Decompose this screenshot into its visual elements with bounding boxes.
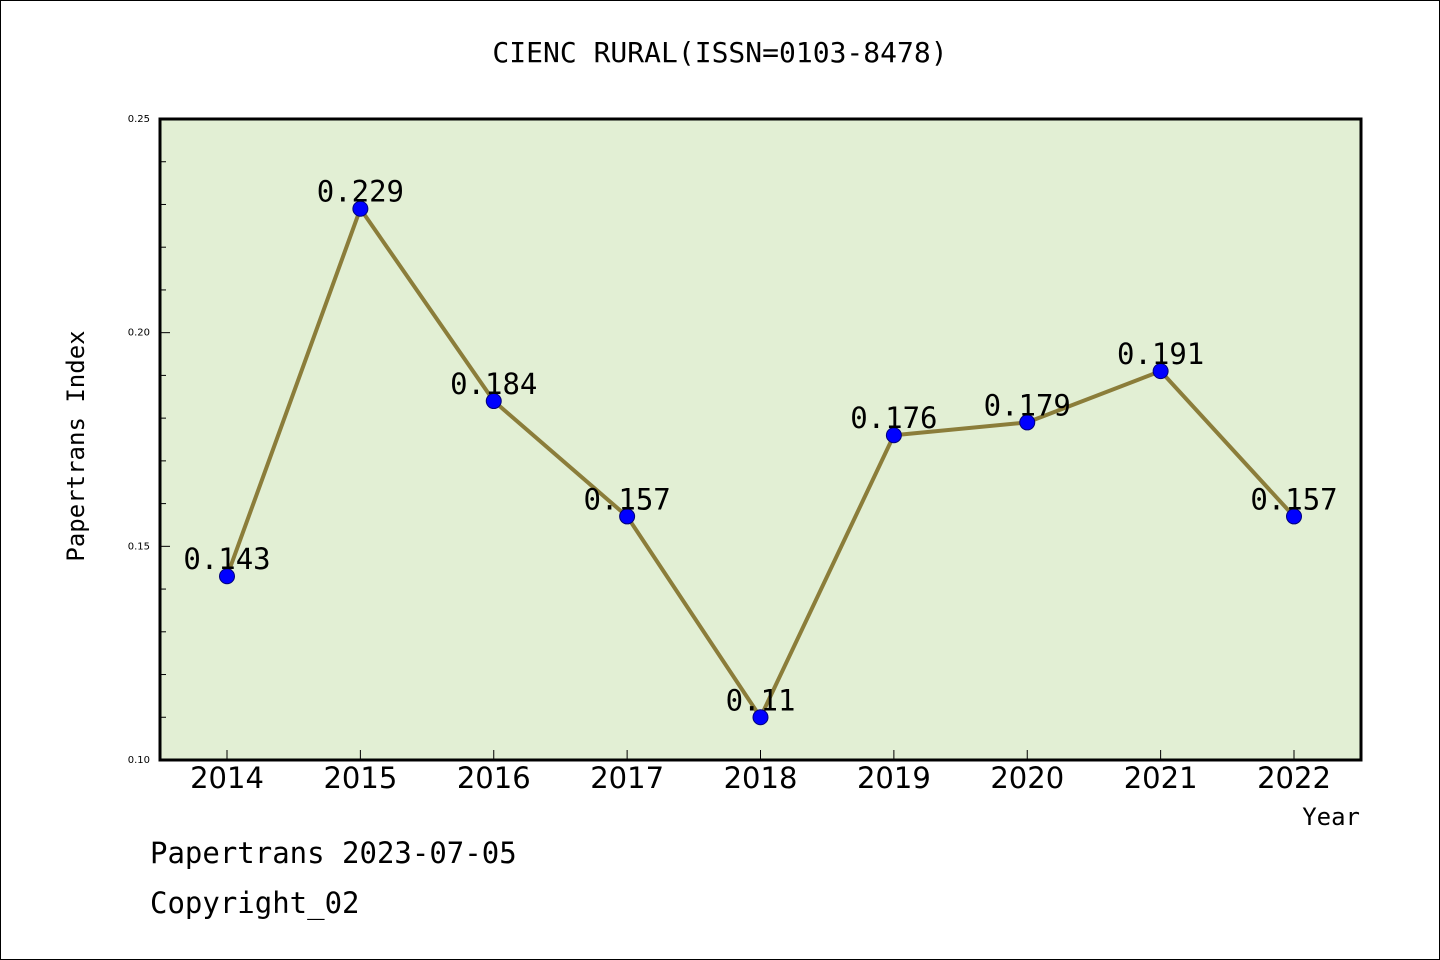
data-label: 0.157: [583, 482, 670, 516]
x-tick-label: 2022: [1257, 761, 1331, 795]
x-axis: 2014 2015 2016 2017 2018 2019 2020 2021 2022: [190, 750, 1331, 795]
data-point: [619, 508, 636, 525]
x-tick-label: 2016: [457, 761, 531, 795]
x-tick-label: 2020: [990, 761, 1064, 795]
x-tick-label: 2014: [190, 761, 264, 795]
x-tick-label: 2021: [1124, 761, 1198, 795]
y-tick-label: 0.15: [128, 541, 150, 552]
data-point: [1286, 508, 1302, 525]
x-tick-label: 2017: [590, 761, 664, 795]
data-point: [885, 427, 902, 444]
data-label: 0.191: [1117, 337, 1204, 371]
y-axis: 0.10 0.15 0.20 0.25: [128, 114, 170, 766]
chart-title: CIENC RURAL(ISSN=0103-8478): [492, 36, 948, 69]
data-label: 0.229: [317, 175, 404, 209]
y-axis-label: Papertrans Index: [62, 330, 90, 561]
data-label: 0.143: [183, 542, 270, 576]
footer-copyright: Copyright_02: [150, 886, 360, 920]
data-label: 0.176: [850, 401, 937, 435]
data-point: [752, 709, 769, 726]
data-label: 0.157: [1250, 482, 1337, 516]
x-axis-label: Year: [1302, 803, 1360, 831]
data-labels: 0.143 0.229 0.184 0.157 0.11 0.176 0.179 0.191 0…: [183, 175, 1337, 718]
footer-date: Papertrans 2023-07-05: [150, 836, 517, 870]
y-tick-label: 0.10: [128, 755, 150, 766]
data-point: [485, 393, 502, 410]
data-point: [1152, 363, 1169, 380]
data-label: 0.184: [450, 367, 537, 401]
plot-area: [158, 117, 1363, 762]
data-label: 0.11: [726, 683, 796, 717]
x-tick-label: 2019: [857, 761, 931, 795]
y-tick-label: 0.20: [128, 328, 150, 339]
data-label: 0.179: [984, 388, 1071, 422]
data-point: [219, 568, 235, 585]
data-point: [352, 200, 369, 217]
series-markers: [219, 200, 1302, 726]
x-tick-label: 2015: [323, 761, 397, 795]
x-tick-label: 2018: [724, 761, 798, 795]
y-tick-label: 0.25: [128, 114, 150, 125]
data-point: [1019, 414, 1036, 431]
